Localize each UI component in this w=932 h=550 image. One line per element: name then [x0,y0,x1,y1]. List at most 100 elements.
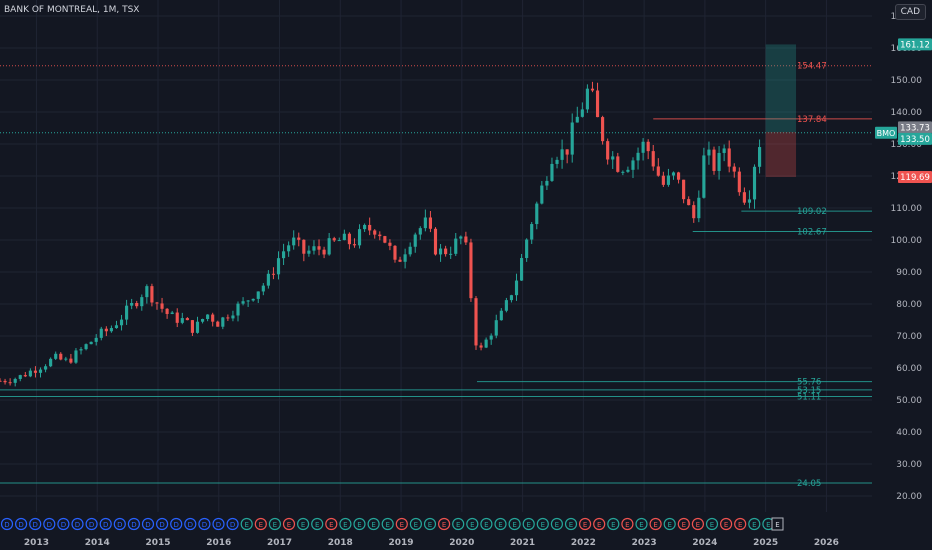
event-letter: D [18,521,23,529]
event-letter: E [343,521,347,529]
y-tick-label: 100.00 [891,236,923,246]
y-tick-label: 60.00 [896,364,922,374]
earnings-event [452,517,465,531]
candle-body [671,172,676,176]
candle-body [464,236,468,243]
event-letter: D [89,521,94,529]
earnings-event [381,517,394,531]
candle-body [69,358,73,363]
earnings-event [635,517,648,531]
candle-body [712,149,716,171]
candle-body [687,199,691,206]
candle-body [79,349,83,351]
long-position-tool[interactable] [765,44,797,177]
candle-body [246,300,250,302]
level-label: 53.15 [797,386,821,396]
candle-body [469,242,473,299]
candle-body [383,236,387,243]
event-letter: E [752,521,756,529]
dividend-event [85,517,98,531]
candle-body [130,302,134,306]
earnings-event [423,517,437,531]
candle-body [530,224,534,240]
candle-body [276,258,281,275]
candle-body [474,298,478,346]
price-tag-label: 133.73 [900,123,930,133]
candle-body [722,148,726,153]
candle-body [520,258,524,281]
symbol-title: BANK OF MONTREAL, 1M, TSX [4,5,140,15]
event-letter: E [526,521,530,529]
event-letter: E [696,521,700,529]
event-letter: E [428,521,432,529]
y-tick-label: 70.00 [896,332,922,342]
earnings-event [593,517,606,531]
candle-body [611,156,615,160]
stop-zone [765,132,797,177]
candle-body [221,317,225,327]
dividend-event [170,517,183,531]
candle-body [449,253,453,255]
candle-body [175,312,179,323]
candle-body [570,122,574,155]
candle-body [545,180,549,186]
candle-body [160,303,164,309]
earnings-event [325,517,338,531]
earnings-event [508,517,521,531]
symbol-tag-label: BMO [877,129,896,138]
earnings-event [494,517,507,531]
x-tick-label: 2014 [85,538,110,548]
candle-body [408,246,412,255]
candle-body [626,169,630,172]
earnings-event [466,517,479,531]
currency-button[interactable]: CAD [894,4,926,20]
candle-body [109,328,113,332]
candle-body [535,203,539,225]
dividend-event [99,517,112,531]
candle-body [140,297,144,307]
candle-body [489,335,493,340]
candle-body [641,141,645,153]
price-tag-label: 119.69 [900,173,930,183]
candle-body [661,175,665,185]
candle-body [216,321,220,327]
candle-body [312,246,316,251]
event-letter: D [33,521,38,529]
candle-body [560,149,564,160]
candle-body [590,88,595,91]
x-tick-label: 2015 [145,538,170,548]
event-letter: E [569,521,573,529]
chart-grid [0,0,872,512]
earnings-event [254,517,267,531]
event-letter: E [583,521,587,529]
earnings-event [311,517,324,531]
candle-body [54,353,58,359]
price-axis[interactable]: 20.00 30.00 40.00 50.00 60.00 70.00 80.00 90.00… [875,12,932,502]
time-axis[interactable]: 2013 2014 2015 2016 2017 2018 2019 2020 2021 2022… [24,538,839,548]
x-tick-label: 2023 [632,538,657,548]
candle-body [8,382,12,384]
candle-body [150,286,154,303]
candle-body [33,370,38,373]
candle-body [226,317,230,319]
candle-body [504,300,508,311]
candle-body [185,318,189,321]
candle-body [231,315,235,319]
candle-body [707,149,711,156]
event-letter: E [385,521,389,529]
candle-body [195,321,200,333]
x-tick-label: 2021 [510,538,535,548]
event-letter: E [541,521,545,529]
candle-body [388,242,392,246]
candle-body [337,240,341,242]
candle-body [145,286,149,298]
candle-body [758,147,762,167]
event-letter: D [174,521,179,529]
candle-body [297,237,301,240]
candle-body [125,305,129,320]
candle-body [292,237,296,246]
event-letter: D [188,521,193,529]
symbol-tag [875,126,897,139]
earnings-event [282,517,296,531]
